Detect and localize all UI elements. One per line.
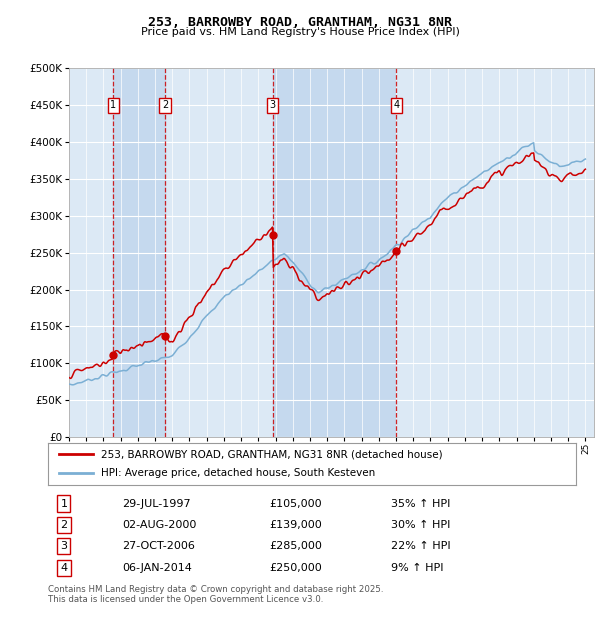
Text: 3: 3 — [61, 541, 67, 551]
Text: 3: 3 — [269, 100, 275, 110]
Text: HPI: Average price, detached house, South Kesteven: HPI: Average price, detached house, Sout… — [101, 469, 375, 479]
Bar — [272, 68, 397, 437]
Text: 1: 1 — [61, 498, 67, 508]
Text: 253, BARROWBY ROAD, GRANTHAM, NG31 8NR (detached house): 253, BARROWBY ROAD, GRANTHAM, NG31 8NR (… — [101, 449, 442, 459]
Text: 27-OCT-2006: 27-OCT-2006 — [122, 541, 195, 551]
Text: £139,000: £139,000 — [270, 520, 323, 529]
Text: 02-AUG-2000: 02-AUG-2000 — [122, 520, 196, 529]
Text: 30% ↑ HPI: 30% ↑ HPI — [391, 520, 451, 529]
Text: 253, BARROWBY ROAD, GRANTHAM, NG31 8NR: 253, BARROWBY ROAD, GRANTHAM, NG31 8NR — [148, 16, 452, 29]
Text: Price paid vs. HM Land Registry's House Price Index (HPI): Price paid vs. HM Land Registry's House … — [140, 27, 460, 37]
Text: Contains HM Land Registry data © Crown copyright and database right 2025.
This d: Contains HM Land Registry data © Crown c… — [48, 585, 383, 604]
Text: 9% ↑ HPI: 9% ↑ HPI — [391, 563, 444, 573]
Text: 4: 4 — [60, 563, 67, 573]
Text: 06-JAN-2014: 06-JAN-2014 — [122, 563, 192, 573]
Bar — [113, 68, 165, 437]
Text: 2: 2 — [60, 520, 67, 529]
Text: 2: 2 — [162, 100, 168, 110]
Text: £285,000: £285,000 — [270, 541, 323, 551]
Text: 29-JUL-1997: 29-JUL-1997 — [122, 498, 191, 508]
Text: £250,000: £250,000 — [270, 563, 323, 573]
Text: 22% ↑ HPI: 22% ↑ HPI — [391, 541, 451, 551]
Text: 4: 4 — [394, 100, 400, 110]
Text: £105,000: £105,000 — [270, 498, 322, 508]
Text: 35% ↑ HPI: 35% ↑ HPI — [391, 498, 451, 508]
Text: 1: 1 — [110, 100, 116, 110]
